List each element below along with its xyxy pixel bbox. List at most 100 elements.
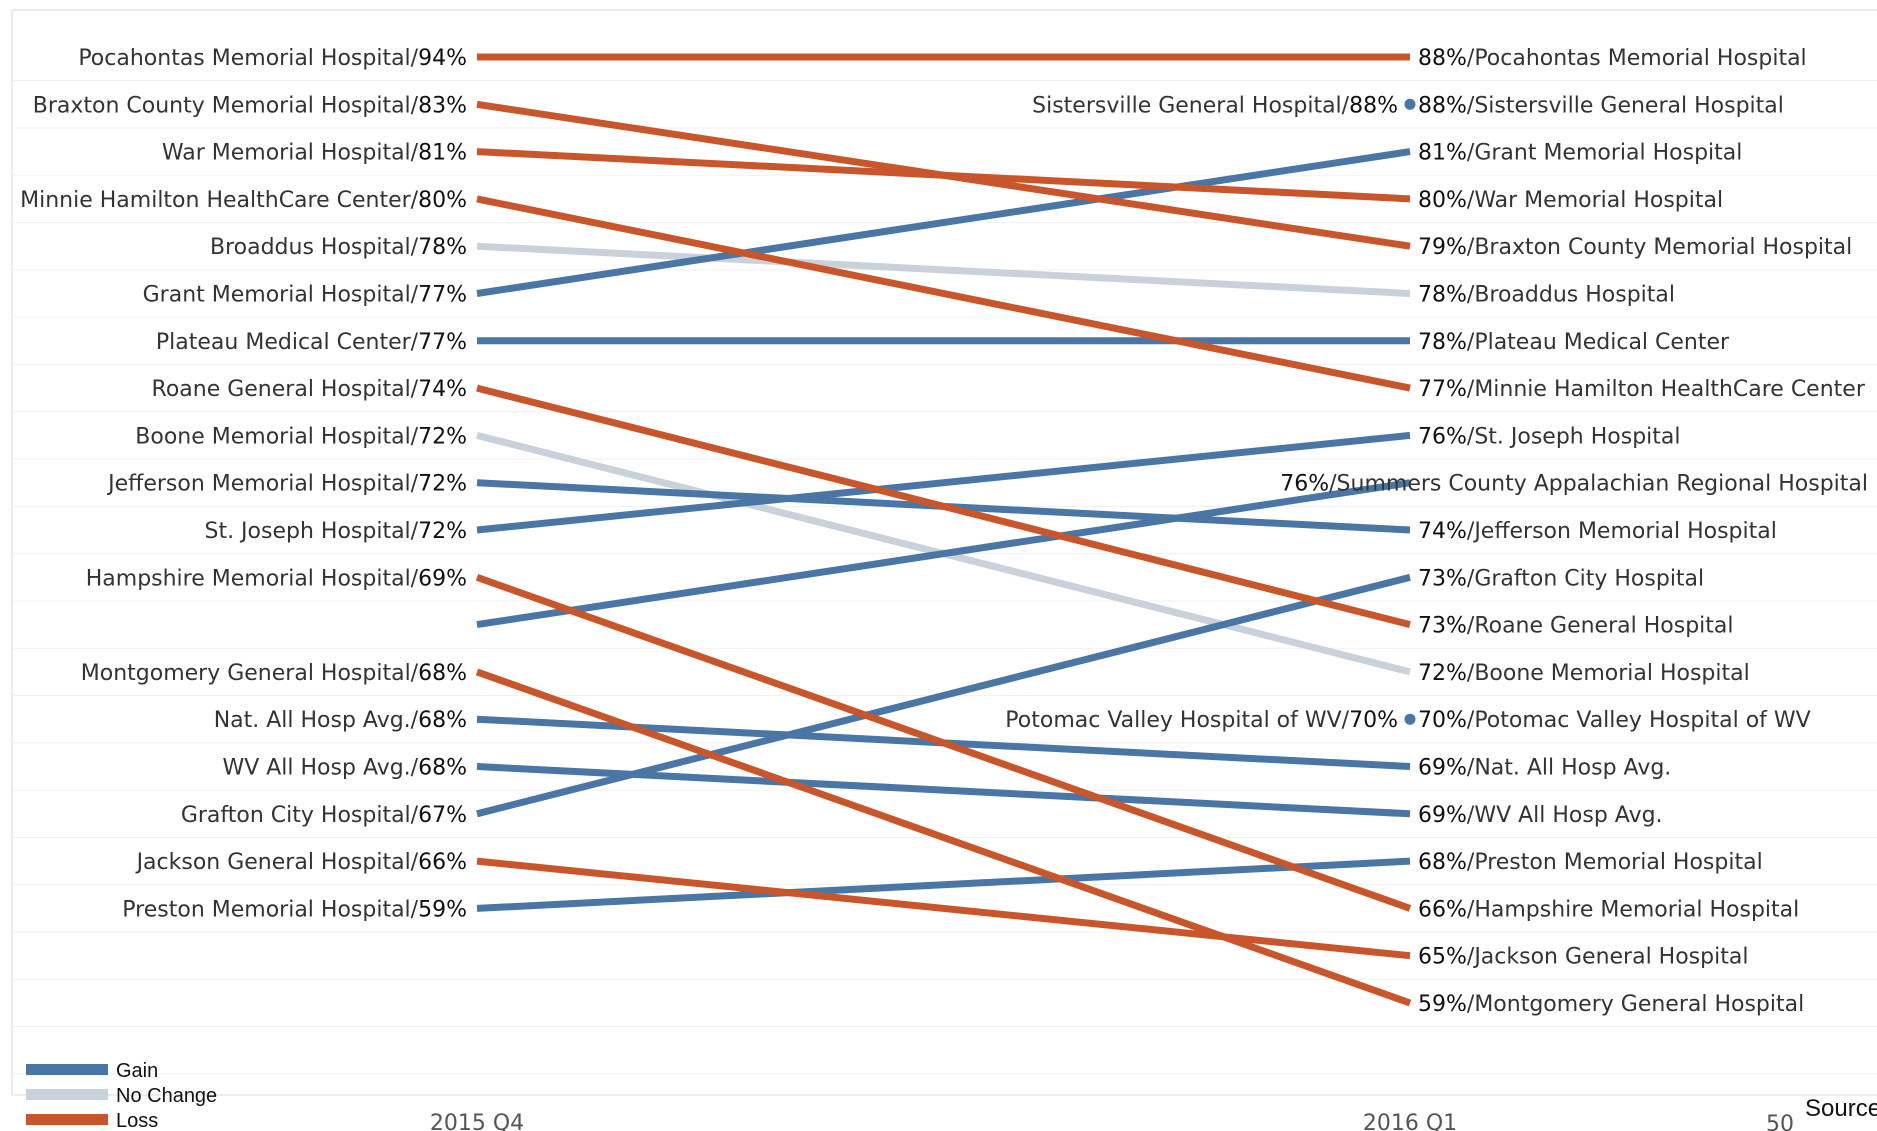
point-label-potomac-valley-hospital-of-wv: Potomac Valley Hospital of WV/70% xyxy=(1005,708,1398,733)
legend-label-loss: Loss xyxy=(116,1110,158,1131)
right-label-name: /Grant Memorial Hospital xyxy=(1467,141,1742,166)
right-label-name: /Nat. All Hosp Avg. xyxy=(1467,756,1671,781)
right-label-value: 78% xyxy=(1418,330,1467,355)
right-label-name: /Broaddus Hospital xyxy=(1467,283,1675,308)
right-label-value: 81% xyxy=(1418,141,1467,166)
point-label-value: 70% xyxy=(1349,708,1398,733)
left-label-value: 74% xyxy=(418,377,467,402)
right-label-roane-general-hospital: 73%/Roane General Hospital xyxy=(1418,614,1733,639)
series-point-sistersville-general-hospital xyxy=(1404,98,1416,110)
left-label-value: 94% xyxy=(418,46,467,71)
right-label-value: 59% xyxy=(1418,992,1467,1017)
left-label-name: Plateau Medical Center/ xyxy=(156,330,419,355)
left-label-value: 72% xyxy=(418,519,467,544)
left-label-name: St. Joseph Hospital/ xyxy=(204,519,418,544)
right-label-name: /St. Joseph Hospital xyxy=(1467,424,1681,449)
right-label-boone-memorial-hospital: 72%/Boone Memorial Hospital xyxy=(1418,661,1750,686)
series-line-war-memorial-hospital xyxy=(476,148,1411,203)
single-point-markers xyxy=(1404,98,1416,725)
right-label-nat-all-hosp-avg: 69%/Nat. All Hosp Avg. xyxy=(1418,756,1671,781)
left-label-value: 59% xyxy=(418,897,467,922)
series-line-summers-county-appalachian-regional-hospital xyxy=(476,479,1411,629)
left-label-value: 80% xyxy=(418,188,467,213)
right-label-name: /Pocahontas Memorial Hospital xyxy=(1467,46,1807,71)
right-label-value: 72% xyxy=(1418,661,1467,686)
left-label-nat-all-hosp-avg: Nat. All Hosp Avg./68% xyxy=(214,708,467,733)
left-label-boone-memorial-hospital: Boone Memorial Hospital/72% xyxy=(135,424,467,449)
right-label-name: /Boone Memorial Hospital xyxy=(1467,661,1750,686)
right-label-name: /Roane General Hospital xyxy=(1467,614,1734,639)
left-label-grafton-city-hospital: Grafton City Hospital/67% xyxy=(181,803,467,828)
legend-swatch-no-change xyxy=(26,1089,108,1100)
right-label-grafton-city-hospital: 73%/Grafton City Hospital xyxy=(1418,566,1704,591)
left-label-name: Preston Memorial Hospital/ xyxy=(122,897,418,922)
right-label-name: /Minnie Hamilton HealthCare Center xyxy=(1467,377,1866,402)
left-label-name: Montgomery General Hospital/ xyxy=(81,661,419,686)
left-label-value: 66% xyxy=(418,850,467,875)
right-label-plateau-medical-center: 78%/Plateau Medical Center xyxy=(1418,330,1730,355)
left-label-montgomery-general-hospital: Montgomery General Hospital/68% xyxy=(81,661,467,686)
left-label-name: Jefferson Memorial Hospital/ xyxy=(106,472,419,497)
point-label-sistersville-general-hospital: Sistersville General Hospital/88% xyxy=(1032,93,1398,118)
left-label-pocahontas-memorial-hospital: Pocahontas Memorial Hospital/94% xyxy=(78,46,467,71)
source-label: Source xyxy=(1805,1095,1877,1122)
left-label-name: War Memorial Hospital/ xyxy=(162,141,419,166)
left-label-name: Braxton County Memorial Hospital/ xyxy=(33,93,419,118)
legend-swatch-loss xyxy=(26,1114,108,1125)
right-label-value: 88% xyxy=(1418,46,1467,71)
left-label-name: Roane General Hospital/ xyxy=(152,377,419,402)
point-label-name: Potomac Valley Hospital of WV/ xyxy=(1005,708,1349,733)
left-label-name: Grant Memorial Hospital/ xyxy=(143,283,419,308)
right-label-name: /Montgomery General Hospital xyxy=(1467,992,1804,1017)
series-line-hampshire-memorial-hospital xyxy=(475,574,1412,912)
left-label-value: 77% xyxy=(418,330,467,355)
right-label-summers-county-appalachian-regional-hospital: 76%/Summers County Appalachian Regional … xyxy=(1280,472,1868,497)
right-label-value: 76% xyxy=(1418,424,1467,449)
left-label-war-memorial-hospital: War Memorial Hospital/81% xyxy=(162,141,467,166)
left-label-value: 68% xyxy=(418,708,467,733)
right-label-value: 73% xyxy=(1418,614,1467,639)
left-label-hampshire-memorial-hospital: Hampshire Memorial Hospital/69% xyxy=(86,566,467,591)
left-label-plateau-medical-center: Plateau Medical Center/77% xyxy=(156,330,467,355)
right-label-value: 66% xyxy=(1418,897,1467,922)
right-label-montgomery-general-hospital: 59%/Montgomery General Hospital xyxy=(1418,992,1804,1017)
left-label-braxton-county-memorial-hospital: Braxton County Memorial Hospital/83% xyxy=(33,93,467,118)
right-label-value: 68% xyxy=(1418,850,1467,875)
series-line-montgomery-general-hospital xyxy=(475,668,1412,1007)
right-label-name: /Plateau Medical Center xyxy=(1467,330,1730,355)
right-label-name: /Sistersville General Hospital xyxy=(1467,93,1784,118)
left-label-value: 68% xyxy=(418,756,467,781)
series-line-st-joseph-hospital xyxy=(476,431,1411,534)
right-label-jefferson-memorial-hospital: 74%/Jefferson Memorial Hospital xyxy=(1418,519,1777,544)
right-label-wv-all-hosp-avg: 69%/WV All Hosp Avg. xyxy=(1418,803,1663,828)
right-label-minnie-hamilton-healthcare-center: 77%/Minnie Hamilton HealthCare Center xyxy=(1418,377,1866,402)
series-line-preston-memorial-hospital xyxy=(476,857,1411,912)
left-label-value: 78% xyxy=(418,235,467,260)
left-label-value: 77% xyxy=(418,283,467,308)
left-label-name: Pocahontas Memorial Hospital/ xyxy=(78,46,418,71)
x-axis: 2015 Q4 2016 Q1 xyxy=(430,1111,1457,1131)
right-label-name: /War Memorial Hospital xyxy=(1467,188,1723,213)
series-line-grant-memorial-hospital xyxy=(476,148,1411,297)
right-label-sistersville-general-hospital: 88%/Sistersville General Hospital xyxy=(1418,93,1784,118)
right-label-name: /Preston Memorial Hospital xyxy=(1467,850,1763,875)
right-label-name: /Summers County Appalachian Regional Hos… xyxy=(1329,472,1868,497)
series-line-grafton-city-hospital xyxy=(476,573,1411,818)
left-label-name: Nat. All Hosp Avg./ xyxy=(214,708,419,733)
right-label-value: 70% xyxy=(1418,708,1467,733)
right-label-hampshire-memorial-hospital: 66%/Hampshire Memorial Hospital xyxy=(1418,897,1799,922)
right-label-braxton-county-memorial-hospital: 79%/Braxton County Memorial Hospital xyxy=(1418,235,1852,260)
right-label-value: 74% xyxy=(1418,519,1467,544)
left-labels: Pocahontas Memorial Hospital/94% Braxton … xyxy=(20,46,467,922)
series-line-broaddus-hospital xyxy=(476,242,1411,297)
right-label-name: /Potomac Valley Hospital of WV xyxy=(1467,708,1811,733)
right-label-jackson-general-hospital: 65%/Jackson General Hospital xyxy=(1418,945,1748,970)
right-label-name: /Grafton City Hospital xyxy=(1467,566,1704,591)
left-label-name: Hampshire Memorial Hospital/ xyxy=(86,566,419,591)
left-label-st-joseph-hospital: St. Joseph Hospital/72% xyxy=(204,519,467,544)
x-tick-label: 2015 Q4 xyxy=(430,1111,524,1131)
x-tick-label: 2016 Q1 xyxy=(1363,1111,1457,1131)
left-label-grant-memorial-hospital: Grant Memorial Hospital/77% xyxy=(143,283,467,308)
left-label-roane-general-hospital: Roane General Hospital/74% xyxy=(152,377,467,402)
left-label-value: 68% xyxy=(418,661,467,686)
